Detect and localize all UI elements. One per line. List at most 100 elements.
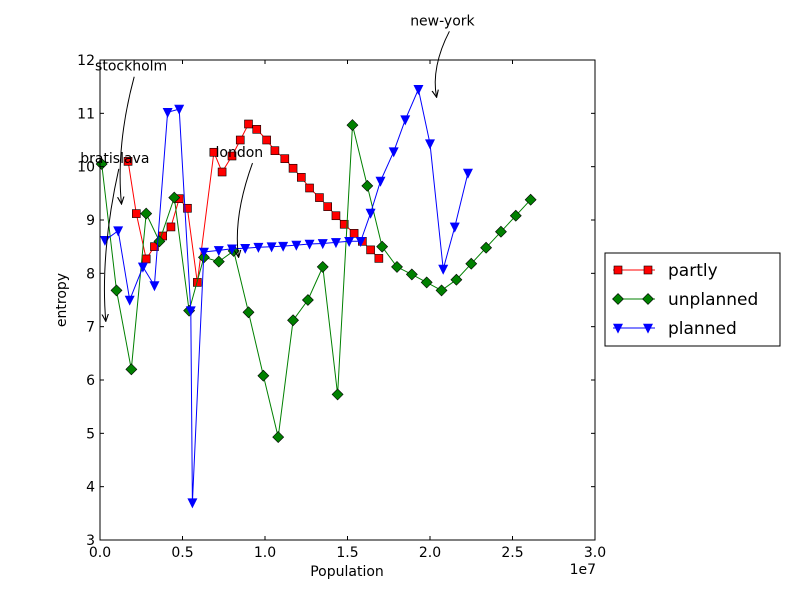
data-point-unplanned: [509, 209, 522, 222]
data-point-unplanned: [435, 284, 448, 297]
data-point-planned: [449, 222, 460, 233]
data-point-planned: [462, 168, 473, 179]
data-point-partly: [315, 193, 324, 202]
data-point-planned: [124, 295, 135, 306]
y-tick-label: 7: [86, 320, 95, 336]
data-point-unplanned: [257, 369, 270, 382]
x-tick-label: 1.0: [254, 545, 276, 561]
data-point-partly: [166, 222, 176, 232]
data-point-unplanned: [168, 191, 181, 204]
data-point-unplanned: [301, 294, 314, 306]
legend-label: partly: [668, 261, 718, 281]
annotation-new-york: new-york: [410, 13, 476, 97]
x-axis-label: Population: [310, 564, 384, 580]
data-point-unplanned: [361, 179, 374, 192]
annotation-arrow: [237, 162, 253, 257]
legend-label: unplanned: [668, 290, 758, 310]
data-point-planned: [213, 246, 224, 257]
data-point-unplanned: [495, 225, 507, 238]
data-point-partly: [150, 242, 159, 251]
data-point-partly: [209, 147, 219, 157]
annotation-bratislava: bratislava: [80, 151, 149, 321]
x-tick-label: 2.5: [501, 545, 523, 561]
data-point-unplanned: [153, 235, 166, 248]
annotation-stockholm: stockholm: [95, 59, 167, 204]
legend-item-unplanned: unplanned: [612, 290, 758, 310]
data-point-partly: [132, 209, 141, 218]
data-point-partly: [331, 211, 341, 221]
y-axis-label: entropy: [54, 273, 70, 327]
data-point-planned: [400, 115, 411, 126]
legend-item-partly: partly: [613, 261, 718, 281]
data-point-unplanned: [420, 276, 433, 289]
data-point-planned: [344, 237, 355, 248]
data-point-planned: [291, 240, 302, 251]
data-point-partly: [366, 245, 375, 255]
legend-marker: [613, 323, 623, 334]
data-point-planned: [198, 247, 209, 258]
y-tick-label: 11: [77, 106, 95, 122]
data-point-planned: [187, 498, 198, 509]
legend-label: planned: [668, 319, 737, 339]
data-point-planned: [266, 242, 277, 253]
data-point-planned: [149, 281, 160, 292]
data-point-planned: [425, 139, 435, 150]
data-point-planned: [240, 243, 251, 254]
data-point-planned: [227, 244, 237, 255]
data-point-unplanned: [125, 363, 138, 376]
y-tick-label: 12: [77, 53, 95, 69]
data-point-planned: [253, 242, 264, 253]
annotation-arrow: [104, 168, 120, 321]
annotation-arrow: [435, 31, 450, 97]
data-point-planned: [375, 176, 386, 187]
data-point-partly: [235, 135, 245, 145]
data-point-unplanned: [391, 261, 403, 273]
data-point-unplanned: [331, 388, 344, 401]
series-layer: [95, 85, 537, 509]
data-point-partly: [280, 154, 290, 163]
legend-marker: [613, 265, 623, 275]
data-point-partly: [252, 125, 262, 134]
annotation-label: stockholm: [95, 59, 167, 75]
x-tick-label: 0.0: [89, 545, 111, 561]
y-tick-label: 9: [86, 213, 95, 229]
data-point-planned: [317, 239, 328, 250]
data-point-partly: [296, 173, 306, 182]
data-point-planned: [355, 237, 366, 248]
data-point-partly: [349, 229, 359, 238]
data-point-unplanned: [110, 284, 123, 297]
x-tick-label: 3.0: [584, 545, 606, 561]
y-tick-label: 6: [86, 373, 95, 389]
data-point-planned: [137, 262, 148, 273]
data-point-partly: [217, 167, 227, 177]
annotation-label: london: [216, 145, 264, 161]
data-point-partly: [183, 203, 192, 213]
legend: partly unplanned planned: [604, 252, 781, 347]
data-point-unplanned: [450, 273, 463, 286]
data-point-planned: [438, 264, 449, 275]
data-point-planned: [330, 238, 341, 249]
data-point-unplanned: [212, 255, 225, 268]
data-point-planned: [413, 85, 424, 96]
data-point-partly: [244, 119, 253, 129]
data-point-planned: [185, 306, 196, 317]
data-point-planned: [113, 226, 124, 237]
annotation-london: london: [216, 145, 264, 257]
data-point-partly: [262, 135, 271, 145]
data-point-partly: [141, 254, 151, 264]
data-point-unplanned: [316, 261, 329, 273]
data-point-partly: [305, 183, 314, 193]
data-point-planned: [174, 104, 185, 115]
annotation-arrow: [120, 76, 135, 204]
data-point-unplanned: [465, 257, 478, 270]
data-point-planned: [162, 107, 173, 118]
data-point-unplanned: [376, 240, 389, 253]
annotation-label: bratislava: [80, 151, 149, 167]
data-point-unplanned: [405, 268, 418, 281]
data-point-partly: [270, 146, 280, 155]
data-point-partly: [288, 163, 298, 173]
legend-marker: [612, 293, 624, 305]
legend-items: partly unplanned planned: [612, 261, 758, 339]
data-point-planned: [278, 241, 289, 252]
